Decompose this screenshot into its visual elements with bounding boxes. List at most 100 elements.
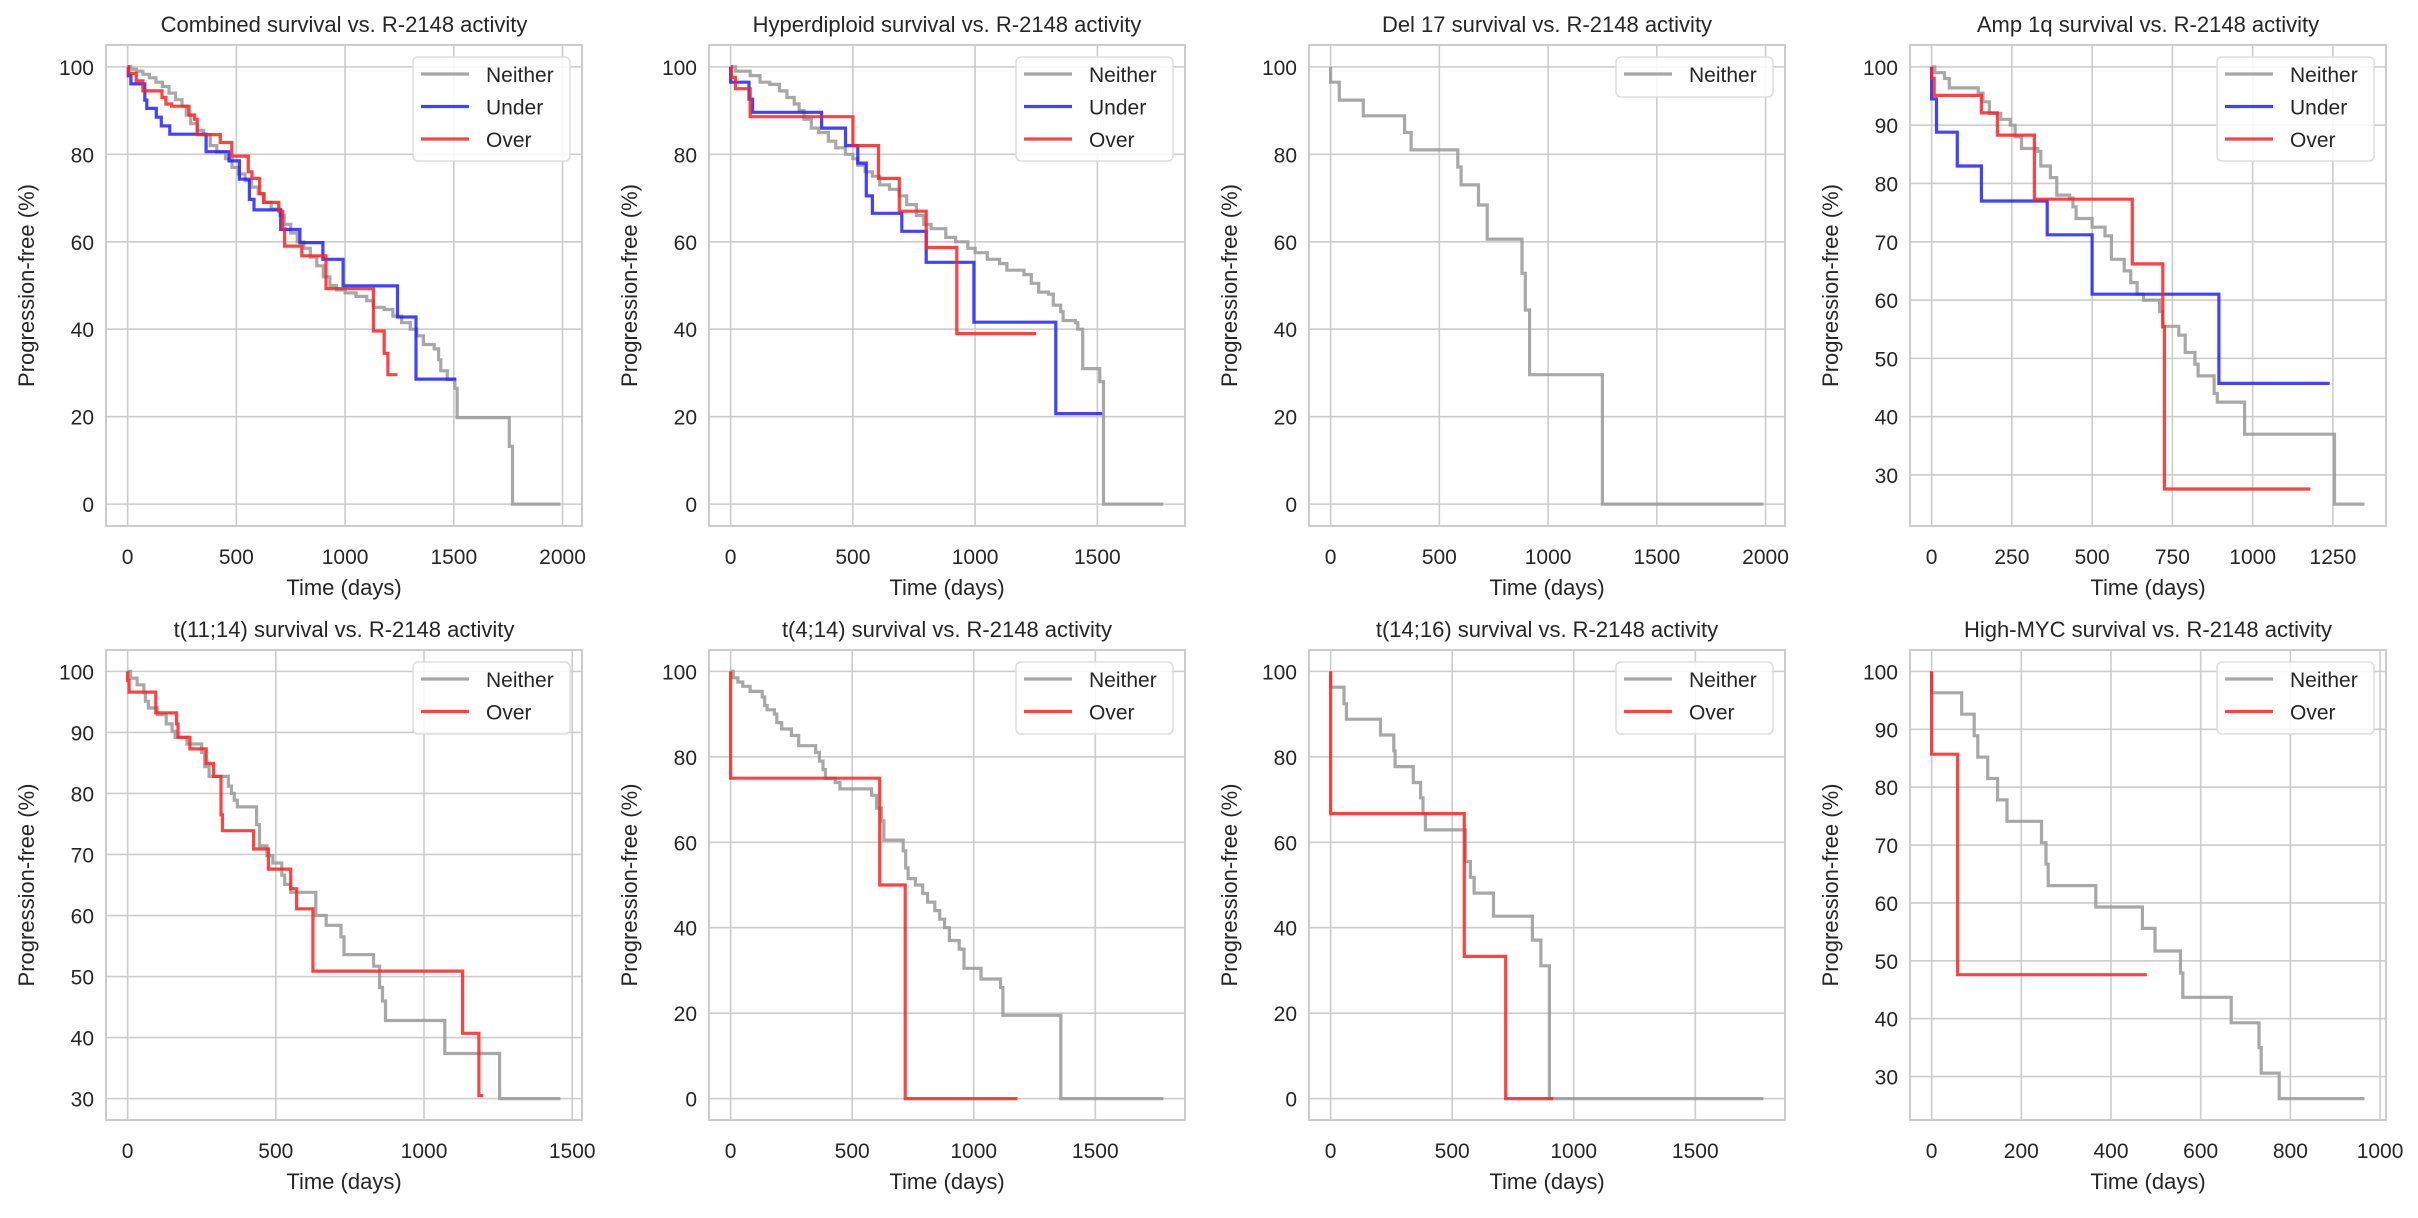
x-tick-label: 1000 xyxy=(2229,546,2276,569)
legend: Neither Over xyxy=(1015,661,1174,735)
legend-label: Neither xyxy=(486,64,554,87)
x-tick-label: 1000 xyxy=(2357,1140,2404,1163)
subplot-title: t(14;16) survival vs. R-2148 activity xyxy=(1376,617,1718,642)
y-tick-label: 60 xyxy=(674,232,697,255)
plot-frame xyxy=(708,44,1186,527)
y-tick-label: 40 xyxy=(71,1028,94,1051)
y-tick-label: 60 xyxy=(1875,290,1898,313)
y-tick-label: 70 xyxy=(1875,232,1898,255)
y-tick-label: 40 xyxy=(674,918,697,941)
x-tick-label: 0 xyxy=(1325,546,1337,569)
x-tick-label: 0 xyxy=(725,1140,737,1163)
x-tick-label: 600 xyxy=(2183,1140,2218,1163)
legend: Neither Under Over xyxy=(2216,56,2375,162)
y-tick-label: 50 xyxy=(1875,348,1898,371)
series-line-under xyxy=(729,66,1103,416)
y-tick-label: 40 xyxy=(1875,407,1898,430)
subplot-2: 0 500 1000 1500 0 20 40 60 80 100 Neither Under Over… xyxy=(617,12,1186,600)
y-tick-label: 40 xyxy=(1274,319,1297,342)
subplot-8: 0 200 400 600 800 1000 30 40 50 60 70 80 90 100 Neithe… xyxy=(1818,617,2403,1194)
y-axis-label: Progression-free (%) xyxy=(1818,784,1843,987)
plot-frame xyxy=(1909,44,2387,527)
y-tick-label: 100 xyxy=(1262,661,1297,684)
x-tick-label: 250 xyxy=(1994,546,2029,569)
x-tick-label: 0 xyxy=(1926,1140,1938,1163)
y-tick-label: 40 xyxy=(1274,918,1297,941)
series-line-over xyxy=(126,671,484,1098)
y-tick-label: 80 xyxy=(71,783,94,806)
legend-label: Over xyxy=(2290,702,2336,725)
subplot-title: t(11;14) survival vs. R-2148 activity xyxy=(174,617,515,642)
legend: Neither Over xyxy=(1615,661,1774,735)
subplot-1: 0 500 1000 1500 2000 0 20 40 60 80 100 Neither Under… xyxy=(14,12,586,600)
y-axis-label: Progression-free (%) xyxy=(14,184,39,387)
y-tick-label: 30 xyxy=(1875,1067,1898,1090)
legend-label: Over xyxy=(1689,702,1735,725)
series-line-under xyxy=(126,65,457,381)
series-line-over xyxy=(127,65,398,377)
x-axis-label: Time (days) xyxy=(889,575,1004,600)
legend-label: Under xyxy=(1089,97,1146,120)
y-tick-label: 90 xyxy=(1875,719,1898,742)
legend-label: Under xyxy=(2290,97,2347,120)
y-tick-label: 60 xyxy=(1274,832,1297,855)
x-axis-label: Time (days) xyxy=(286,1169,401,1194)
y-tick-label: 100 xyxy=(59,661,94,684)
subplot-6: 0 500 1000 1500 0 20 40 60 80 100 Neither Over t(4;1… xyxy=(617,617,1186,1194)
plot-frame xyxy=(1308,44,1786,527)
x-tick-label: 500 xyxy=(1435,1140,1470,1163)
y-tick-label: 80 xyxy=(1875,173,1898,196)
series-line-over xyxy=(729,671,1018,1101)
subplot-title: Amp 1q survival vs. R-2148 activity xyxy=(1977,12,2319,37)
legend-label: Neither xyxy=(1689,64,1757,87)
y-tick-label: 50 xyxy=(71,967,94,990)
y-tick-label: 40 xyxy=(71,319,94,342)
y-tick-label: 20 xyxy=(1274,1003,1297,1026)
x-tick-label: 500 xyxy=(835,546,870,569)
plot-frame xyxy=(105,649,583,1121)
y-tick-label: 0 xyxy=(82,494,94,517)
y-axis-label: Progression-free (%) xyxy=(1217,784,1242,987)
x-tick-label: 500 xyxy=(1422,546,1457,569)
y-axis-label: Progression-free (%) xyxy=(617,784,642,987)
y-tick-label: 60 xyxy=(1875,893,1898,916)
x-tick-label: 1000 xyxy=(950,1140,997,1163)
y-axis-label: Progression-free (%) xyxy=(1217,184,1242,387)
x-tick-label: 1500 xyxy=(1672,1140,1719,1163)
y-tick-label: 100 xyxy=(662,661,697,684)
x-tick-label: 1000 xyxy=(1525,546,1572,569)
x-tick-label: 1500 xyxy=(1074,546,1121,569)
series-line-over xyxy=(1329,671,1554,1101)
y-axis-label: Progression-free (%) xyxy=(14,784,39,987)
x-tick-label: 400 xyxy=(2093,1140,2128,1163)
x-tick-label: 1500 xyxy=(1633,546,1680,569)
legend-label: Over xyxy=(2290,129,2336,152)
subplot-title: t(4;14) survival vs. R-2148 activity xyxy=(782,617,1112,642)
y-tick-label: 30 xyxy=(71,1089,94,1112)
legend: Neither Under Over xyxy=(1015,56,1174,162)
subplot-title: Del 17 survival vs. R-2148 activity xyxy=(1382,12,1712,37)
x-axis-label: Time (days) xyxy=(1489,1169,1604,1194)
series-line-under xyxy=(1930,66,2330,385)
subplot-7: 0 500 1000 1500 0 20 40 60 80 100 Neither Over t(14;… xyxy=(1217,617,1786,1194)
x-tick-label: 1000 xyxy=(1550,1140,1597,1163)
x-tick-label: 0 xyxy=(1926,546,1938,569)
x-tick-label: 2000 xyxy=(1742,546,1789,569)
y-tick-label: 80 xyxy=(1274,747,1297,770)
y-tick-label: 100 xyxy=(1863,661,1898,684)
y-tick-label: 100 xyxy=(1262,57,1297,80)
y-tick-label: 60 xyxy=(674,832,697,855)
y-tick-label: 60 xyxy=(71,906,94,929)
x-axis-label: Time (days) xyxy=(889,1169,1004,1194)
y-tick-label: 30 xyxy=(1875,465,1898,488)
y-tick-label: 70 xyxy=(71,844,94,867)
legend-box xyxy=(1615,56,1774,98)
series-line-over xyxy=(729,65,1037,336)
x-tick-label: 0 xyxy=(122,1140,134,1163)
y-tick-label: 100 xyxy=(662,57,697,80)
series-line-neither xyxy=(730,669,1164,1101)
y-tick-label: 20 xyxy=(1274,407,1297,430)
x-axis-label: Time (days) xyxy=(286,575,401,600)
legend-label: Neither xyxy=(2290,64,2358,87)
series-line-neither xyxy=(127,65,561,506)
